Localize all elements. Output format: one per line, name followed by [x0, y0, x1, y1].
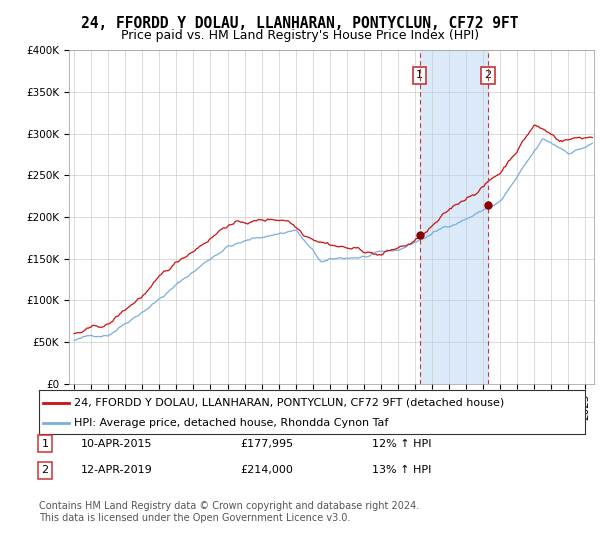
Text: 1: 1	[41, 438, 49, 449]
Text: 13% ↑ HPI: 13% ↑ HPI	[372, 465, 431, 475]
Text: 2: 2	[41, 465, 49, 475]
Text: Contains HM Land Registry data © Crown copyright and database right 2024.
This d: Contains HM Land Registry data © Crown c…	[39, 501, 419, 523]
Text: 1: 1	[416, 71, 423, 81]
Text: £214,000: £214,000	[240, 465, 293, 475]
Text: 24, FFORDD Y DOLAU, LLANHARAN, PONTYCLUN, CF72 9FT: 24, FFORDD Y DOLAU, LLANHARAN, PONTYCLUN…	[81, 16, 519, 31]
Bar	[419, 50, 488, 384]
Text: HPI: Average price, detached house, Rhondda Cynon Taf: HPI: Average price, detached house, Rhon…	[74, 418, 389, 428]
Text: 2: 2	[484, 71, 491, 81]
Text: 24, FFORDD Y DOLAU, LLANHARAN, PONTYCLUN, CF72 9FT (detached house): 24, FFORDD Y DOLAU, LLANHARAN, PONTYCLUN…	[74, 398, 505, 408]
Text: 12-APR-2019: 12-APR-2019	[81, 465, 153, 475]
Text: £177,995: £177,995	[240, 438, 293, 449]
Text: 10-APR-2015: 10-APR-2015	[81, 438, 152, 449]
Text: 12% ↑ HPI: 12% ↑ HPI	[372, 438, 431, 449]
Text: Price paid vs. HM Land Registry's House Price Index (HPI): Price paid vs. HM Land Registry's House …	[121, 29, 479, 42]
